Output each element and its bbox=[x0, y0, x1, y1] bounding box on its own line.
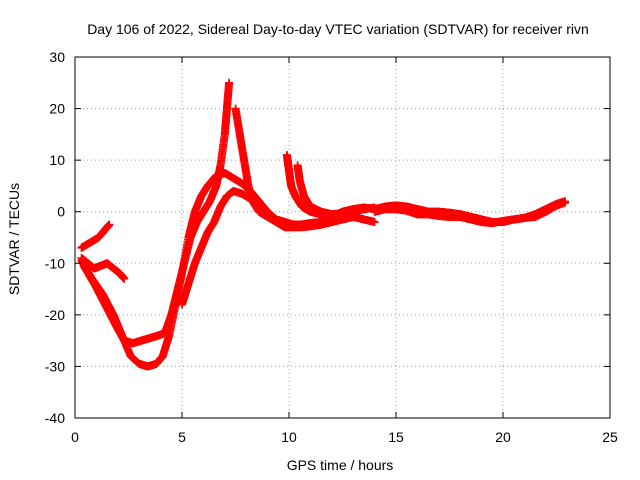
data-point bbox=[561, 197, 570, 206]
axis-ticks: 0 5 10 15 20 25 -40 -30 -20 -10 0 10 20 30 bbox=[45, 49, 618, 445]
data-point bbox=[225, 78, 234, 87]
series-segment-8 bbox=[293, 161, 336, 219]
y-tick-label: -30 bbox=[45, 358, 65, 374]
x-tick-label: 0 bbox=[71, 429, 79, 445]
x-tick-label: 10 bbox=[281, 429, 297, 445]
plot-area-border bbox=[74, 56, 611, 419]
x-tick-label: 15 bbox=[388, 429, 404, 445]
series-segment-10 bbox=[370, 197, 570, 228]
series-segment-6 bbox=[231, 104, 272, 221]
x-tick-label: 20 bbox=[495, 429, 511, 445]
chart-title: Day 106 of 2022, Sidereal Day-to-day VTE… bbox=[87, 21, 589, 37]
x-axis-label: GPS time / hours bbox=[287, 457, 394, 473]
series-segment-1 bbox=[77, 220, 114, 252]
y-tick-label: 30 bbox=[49, 49, 65, 65]
data-point bbox=[105, 220, 114, 229]
x-tick-label: 5 bbox=[178, 429, 186, 445]
data-points bbox=[77, 78, 570, 371]
data-point bbox=[120, 274, 129, 283]
y-tick-label: 10 bbox=[49, 152, 65, 168]
y-axis-label: SDTVAR / TECUs bbox=[6, 183, 22, 295]
y-tick-label: -10 bbox=[45, 255, 65, 271]
y-tick-label: 20 bbox=[49, 101, 65, 117]
grid-lines bbox=[75, 57, 610, 418]
y-tick-label: -40 bbox=[45, 410, 65, 426]
data-point bbox=[263, 212, 272, 221]
y-tick-label: -20 bbox=[45, 307, 65, 323]
series-segment-4 bbox=[79, 78, 234, 348]
y-tick-label: 0 bbox=[57, 204, 65, 220]
data-point bbox=[370, 218, 379, 227]
x-tick-label: 25 bbox=[602, 429, 618, 445]
